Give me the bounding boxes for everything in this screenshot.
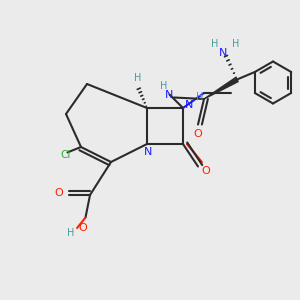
Text: N: N (219, 47, 228, 58)
Text: H: H (196, 92, 203, 103)
Text: N: N (165, 89, 174, 100)
Text: N: N (144, 147, 153, 158)
Text: O: O (78, 223, 87, 233)
Polygon shape (204, 77, 238, 99)
Text: O: O (193, 129, 202, 139)
Text: O: O (54, 188, 63, 199)
Text: H: H (232, 39, 239, 50)
Text: H: H (134, 73, 142, 83)
Text: H: H (160, 81, 167, 91)
Text: H: H (211, 39, 218, 50)
Text: H: H (68, 228, 75, 238)
Text: Cl: Cl (61, 149, 71, 160)
Text: O: O (201, 166, 210, 176)
Text: N: N (185, 100, 193, 110)
